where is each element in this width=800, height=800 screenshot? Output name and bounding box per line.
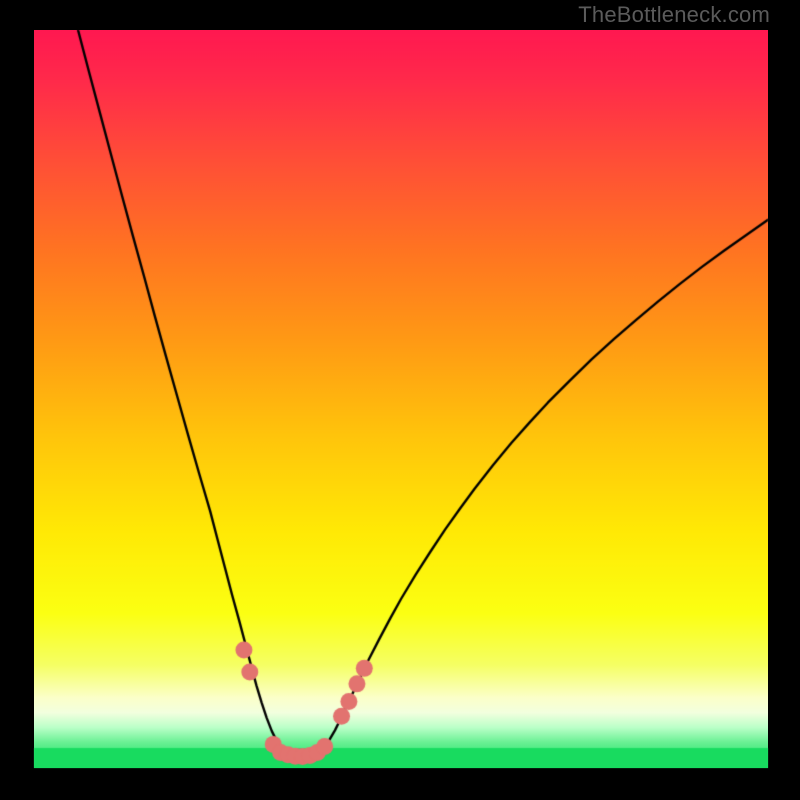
chart-stage: TheBottleneck.com (0, 0, 800, 800)
bottleneck-curve-canvas (0, 0, 800, 800)
watermark-text: TheBottleneck.com (578, 2, 770, 28)
